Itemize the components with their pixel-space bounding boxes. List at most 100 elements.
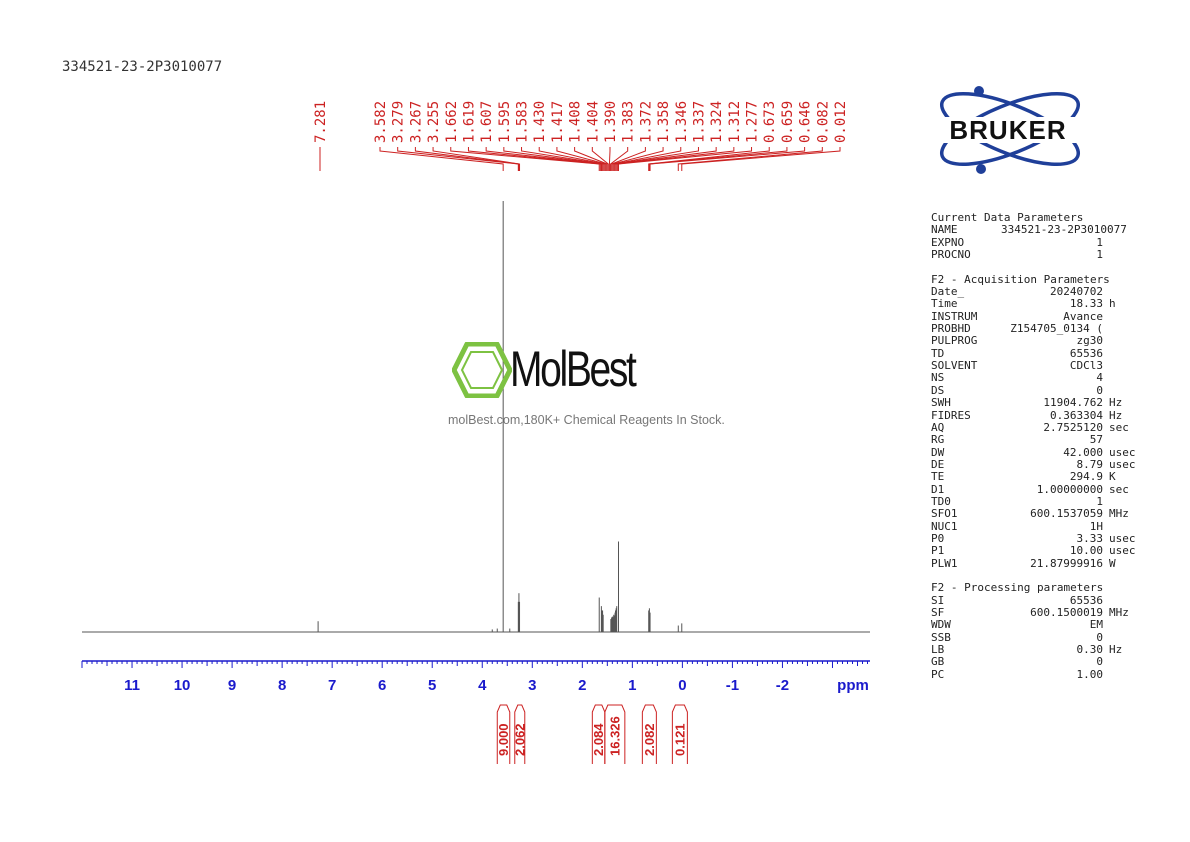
integral-bracket — [514, 704, 526, 764]
parameter-row: LB 0.30 Hz — [931, 643, 1146, 657]
parameter-section-title: Current Data Parameters — [931, 211, 1084, 224]
parameter-row: SOLVENT CDCl3 — [931, 359, 1146, 373]
peak-shift-label: 1.662 — [444, 101, 460, 143]
parameter-unit: sec — [1109, 482, 1129, 496]
parameter-row: GB 0 — [931, 656, 1146, 669]
peak-connector-line — [432, 147, 521, 171]
parameter-unit: MHz — [1109, 507, 1129, 521]
parameter-row: P0 3.33 usec — [931, 531, 1146, 545]
parameter-value: 4 — [1096, 371, 1103, 385]
parameter-value: Z154705_0134 ( — [1010, 322, 1103, 336]
parameter-key: WDW — [931, 618, 951, 632]
peak-connector-line — [556, 147, 607, 171]
parameter-row: D1 1.00000000 sec — [931, 482, 1146, 496]
parameter-value: CDCl3 — [1069, 359, 1103, 373]
parameter-value: 1.00 — [1076, 667, 1104, 681]
parameter-row: PROBHD Z154705_0134 ( — [931, 322, 1146, 336]
parameter-key: NS — [931, 371, 945, 385]
parameter-unit: Hz — [1109, 643, 1123, 657]
x-tick-label: -2 — [776, 677, 789, 694]
parameter-section: F2 - Acquisition Parameters Date_ 20240702… — [931, 272, 1146, 570]
peak-connector-line — [397, 147, 519, 171]
parameter-row: Date_ 20240702 — [931, 285, 1146, 299]
parameter-row: WDW EM — [931, 618, 1146, 632]
peak-connector-line — [450, 147, 600, 171]
parameter-value: 0 — [1096, 383, 1103, 397]
parameter-row: PC 1.00 — [931, 667, 1146, 681]
parameter-value: 3.33 — [1076, 531, 1104, 545]
parameter-unit: usec — [1109, 457, 1136, 471]
benzene-logo-icon — [452, 342, 512, 398]
parameter-value: 334521-23-2P3010077 — [1001, 223, 1127, 237]
parameter-unit: usec — [1109, 531, 1136, 545]
peak-connector-line — [414, 147, 520, 171]
peak-shift-label: 1.404 — [585, 101, 601, 143]
peak-shift-label: 1.346 — [674, 101, 690, 143]
integral-bracket — [671, 704, 688, 764]
peak-connector-line — [677, 147, 823, 171]
parameter-row: Time 18.33 h — [931, 297, 1146, 311]
parameter-value: 65536 — [1069, 593, 1103, 607]
parameter-value: 2.7525120 — [1043, 420, 1103, 434]
parameter-value: 600.1537059 — [1030, 507, 1103, 521]
integral-value-label: 0.121 — [672, 723, 687, 756]
parameter-key: SWH — [931, 396, 951, 410]
parameter-row: TD0 1 — [931, 494, 1146, 508]
parameter-row: SFO1 600.1537059 MHz — [931, 507, 1146, 521]
parameter-key: Date_ — [931, 285, 965, 299]
parameter-unit: W — [1109, 556, 1116, 570]
x-tick-label: 4 — [478, 677, 487, 694]
parameter-value: 21.87999916 — [1030, 556, 1103, 570]
peak-shift-label: 1.417 — [550, 101, 566, 143]
parameter-value: 10.00 — [1069, 544, 1103, 558]
parameter-value: 20240702 — [1050, 285, 1103, 299]
parameter-section-title: F2 - Acquisition Parameters — [931, 272, 1110, 286]
x-tick-label: 7 — [328, 677, 336, 694]
integral-value-label: 9.000 — [496, 723, 511, 756]
parameter-value: 18.33 — [1069, 297, 1103, 311]
peak-connector-line — [615, 147, 717, 171]
peak-shift-label: 1.583 — [515, 101, 531, 143]
parameter-unit: h — [1109, 297, 1116, 311]
parameter-key: DW — [931, 445, 945, 459]
peak-connector-line — [610, 147, 629, 171]
peak-shift-label: 3.582 — [373, 101, 389, 143]
peak-shift-label: 1.277 — [745, 101, 761, 143]
parameter-row: TE 294.9 K — [931, 470, 1146, 484]
parameter-key: SI — [931, 593, 945, 607]
parameter-key: EXPNO — [931, 235, 965, 249]
x-tick-label: -1 — [726, 677, 739, 694]
parameter-section-title: F2 - Processing parameters — [931, 581, 1104, 595]
parameter-key: DS — [931, 383, 945, 397]
parameter-key: TD0 — [931, 494, 951, 508]
parameter-row: DE 8.79 usec — [931, 457, 1146, 471]
parameter-unit: K — [1109, 470, 1116, 484]
parameter-key: PC — [931, 667, 945, 681]
parameter-key: SSB — [931, 630, 951, 644]
parameter-value: 1.00000000 — [1036, 482, 1103, 496]
peak-connector-line — [467, 147, 601, 171]
parameter-key: PULPROG — [931, 334, 978, 348]
peak-connector-line — [613, 147, 682, 171]
parameter-value: 42.000 — [1063, 445, 1103, 459]
parameter-key: D1 — [931, 482, 945, 496]
peak-connector-line — [614, 147, 699, 171]
parameter-unit: Hz — [1109, 396, 1123, 410]
x-tick-label: 11 — [124, 677, 140, 694]
acquisition-parameters-panel: Current Data Parameters NAME 334521-23-2P3… — [931, 211, 1146, 693]
peak-shift-label: 3.279 — [391, 101, 407, 143]
parameter-key: RG — [931, 433, 945, 447]
peak-shift-label: 0.646 — [798, 101, 814, 143]
parameter-row: P1 10.00 usec — [931, 544, 1146, 558]
parameter-row: SF 600.1500019 MHz — [931, 606, 1146, 619]
peak-shift-label: 1.312 — [727, 101, 743, 143]
integral-bracket — [496, 704, 511, 764]
parameter-row: FIDRES 0.363304 Hz — [931, 408, 1146, 422]
parameter-row: NS 4 — [931, 371, 1146, 385]
parameter-unit: Hz — [1109, 408, 1123, 422]
peak-shift-label: 0.659 — [780, 101, 796, 143]
peak-connector-line — [649, 147, 806, 171]
parameter-value: 1H — [1089, 519, 1103, 533]
parameter-value: 8.79 — [1076, 457, 1104, 471]
parameter-row: PULPROG zg30 — [931, 334, 1146, 348]
